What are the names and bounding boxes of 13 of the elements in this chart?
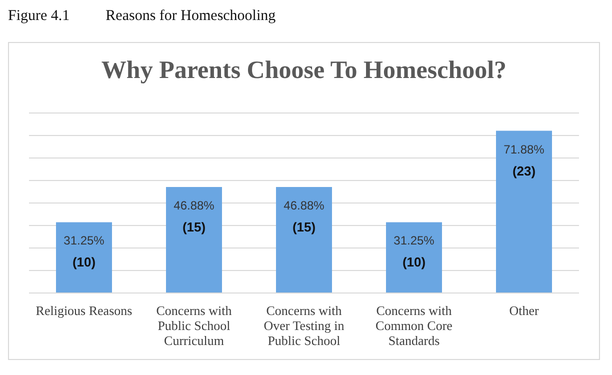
x-tick-label: Concerns with Common Core Standards xyxy=(376,303,453,348)
caption: Figure 4.1 xyxy=(8,8,70,25)
x-tick-label: Other xyxy=(509,303,540,318)
data-label: 31.25% (10) xyxy=(64,234,105,270)
data-label: 31.25% (10) xyxy=(394,234,435,270)
x-tick-label: Concerns with Public School Curriculum xyxy=(156,303,232,348)
data-label: 46.88% (15) xyxy=(284,198,325,235)
x-tick-label: Concerns with Over Testing in Public School xyxy=(264,303,345,348)
x-tick-label: Religious Reasons xyxy=(36,303,132,318)
chart-title: Why Parents Choose To Homeschool? xyxy=(100,57,508,86)
text: Reasons for Homeschooling xyxy=(106,8,276,25)
data-label: 71.88% (23) xyxy=(504,142,545,178)
data-label: 46.88% (15) xyxy=(174,198,215,235)
